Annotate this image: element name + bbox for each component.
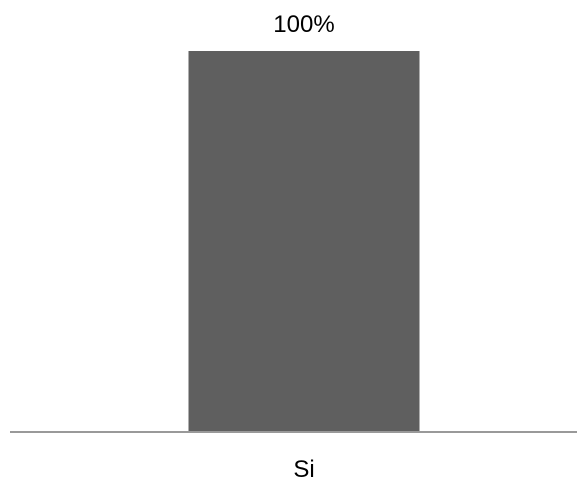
bar-si: [188, 51, 420, 432]
x-tick-label: Si: [293, 456, 314, 483]
labels-layer: 100% Si: [273, 11, 334, 483]
data-label: 100%: [273, 11, 334, 38]
bars-layer: [188, 51, 420, 432]
